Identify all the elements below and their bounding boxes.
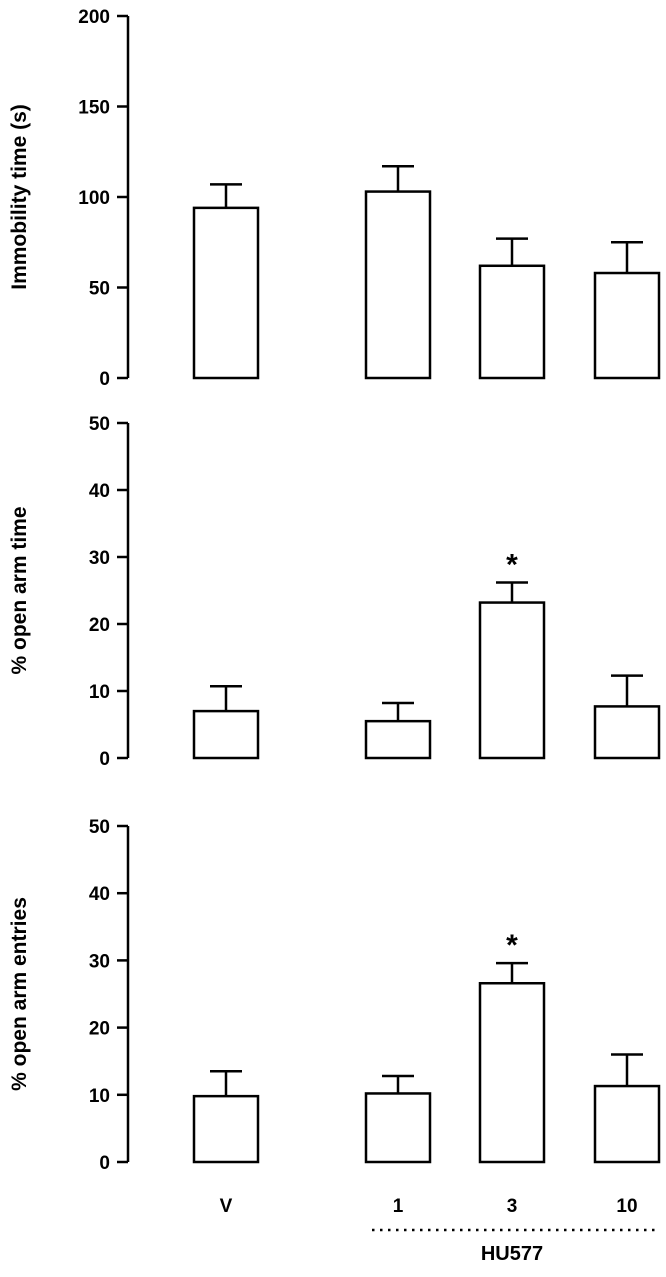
x-axis-labels: V 1 3 10 HU577 xyxy=(220,1196,660,1265)
y-axis-label: Immobility time (s) xyxy=(8,104,31,290)
y-tick-label: 10 xyxy=(89,1086,110,1107)
x-tick-label-1: 1 xyxy=(393,1196,404,1217)
y-tick-label: 40 xyxy=(89,884,110,905)
y-tick-label: 200 xyxy=(78,7,110,28)
y-tick-label: 50 xyxy=(89,817,110,838)
y-tick-label: 50 xyxy=(89,414,110,435)
y-tick-label: 0 xyxy=(99,749,110,770)
y-axis-label: % open arm time xyxy=(8,506,31,674)
y-tick-label: 150 xyxy=(78,98,110,119)
y-tick-label: 20 xyxy=(89,615,110,636)
bar-3 xyxy=(478,601,546,760)
y-tick-label: 20 xyxy=(89,1019,110,1040)
panel-bottom: 0 10 20 30 40 50 % open arm entries * xyxy=(8,817,661,1174)
bar-V xyxy=(192,709,260,760)
bar-V xyxy=(192,1094,260,1164)
panel-top: 0 50 100 150 200 Immobility time (s) xyxy=(8,7,661,390)
bar-V xyxy=(192,206,260,380)
y-tick-label: 30 xyxy=(89,951,110,972)
bar-3 xyxy=(478,981,546,1164)
bar-1 xyxy=(364,190,432,380)
y-tick-label: 0 xyxy=(99,1153,110,1174)
y-tick-label: 30 xyxy=(89,548,110,569)
significance-marker: * xyxy=(506,929,518,962)
bar-10 xyxy=(593,271,661,380)
y-tick-label: 50 xyxy=(89,279,110,300)
panel-middle: 0 10 20 30 40 50 % open arm time * xyxy=(8,414,661,770)
bar-1 xyxy=(364,1092,432,1164)
x-tick-label-10: 10 xyxy=(616,1196,637,1217)
x-tick-label-3: 3 xyxy=(507,1196,518,1217)
bar-10 xyxy=(593,705,661,760)
significance-marker: * xyxy=(506,548,518,581)
bar-3 xyxy=(478,264,546,380)
bar-1 xyxy=(364,719,432,760)
y-tick-label: 10 xyxy=(89,682,110,703)
bar-10 xyxy=(593,1084,661,1164)
y-tick-label: 40 xyxy=(89,481,110,502)
y-tick-label: 0 xyxy=(99,369,110,390)
y-tick-label: 100 xyxy=(78,188,110,209)
y-axis-label: % open arm entries xyxy=(8,897,31,1091)
x-tick-label-v: V xyxy=(220,1196,233,1217)
group-label: HU577 xyxy=(481,1243,543,1265)
